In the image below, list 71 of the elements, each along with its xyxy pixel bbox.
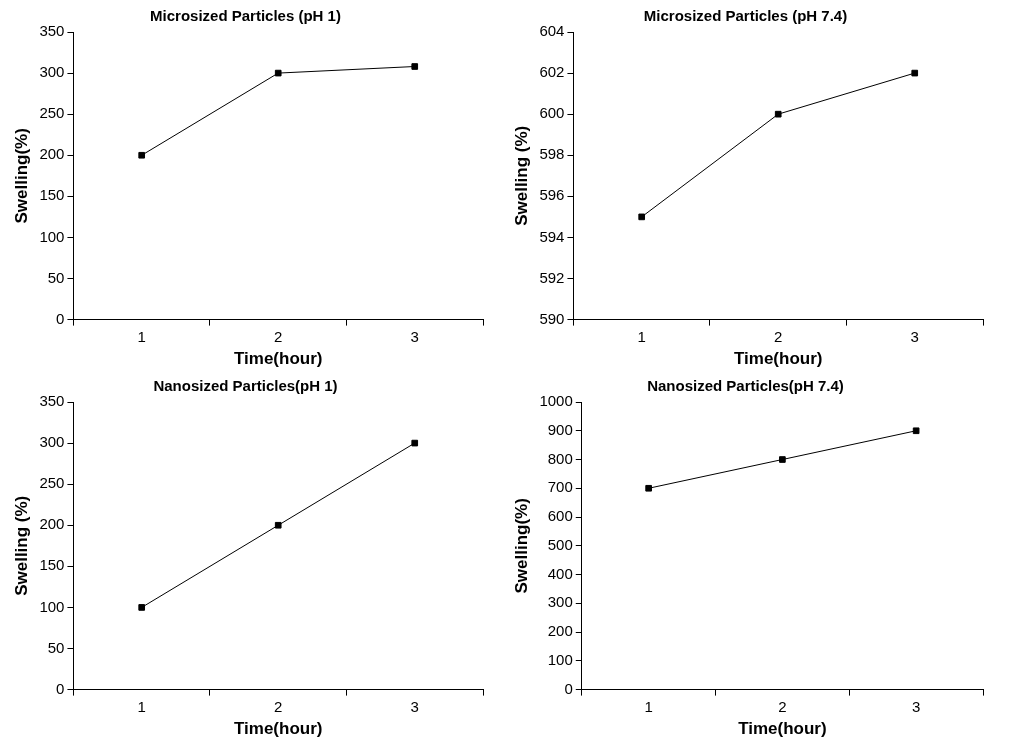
y-tick-label: 590 bbox=[539, 309, 565, 327]
y-tick-label: 300 bbox=[547, 593, 573, 611]
x-tick-label: 1 bbox=[644, 697, 653, 715]
point bbox=[274, 69, 282, 77]
y-tick-label: 800 bbox=[547, 449, 573, 467]
y-tick-label: 250 bbox=[39, 104, 65, 122]
y-axis-title: Swelling (%) bbox=[511, 125, 531, 226]
y-tick-label: 150 bbox=[39, 556, 65, 574]
y-tick-label: 200 bbox=[547, 622, 573, 640]
y-axis-title: Swelling (%) bbox=[11, 495, 31, 596]
y-tick-label: 0 bbox=[56, 309, 65, 327]
x-axis-title: Time(hour) bbox=[738, 719, 827, 739]
chart-title: Microsized Particles (pH 7.4) bbox=[643, 7, 848, 25]
y-tick-label: 1000 bbox=[539, 392, 573, 410]
x-axis-title: Time(hour) bbox=[233, 719, 323, 739]
y-tick-label: 604 bbox=[539, 22, 565, 40]
point bbox=[645, 484, 652, 492]
x-tick-label: 2 bbox=[774, 327, 783, 345]
x-tick-label: 2 bbox=[778, 697, 787, 715]
x-tick-label: 3 bbox=[410, 327, 419, 345]
y-tick-label: 900 bbox=[547, 420, 573, 438]
x-tick-label: 2 bbox=[274, 697, 283, 715]
y-tick-label: 300 bbox=[39, 433, 65, 451]
point bbox=[411, 439, 419, 447]
y-tick-label: 300 bbox=[39, 63, 65, 81]
y-tick-label: 600 bbox=[547, 507, 573, 525]
y-tick-label: 100 bbox=[39, 597, 65, 615]
x-tick-label: 3 bbox=[911, 697, 921, 715]
y-tick-label: 598 bbox=[539, 145, 565, 163]
y-tick-label: 50 bbox=[47, 638, 65, 656]
point bbox=[411, 63, 419, 70]
x-tick-label: 1 bbox=[137, 697, 146, 715]
y-axis-title: Swelling(%) bbox=[511, 498, 531, 594]
point bbox=[912, 427, 920, 435]
y-tick-label: 592 bbox=[539, 268, 565, 286]
chart-title: Nanosized Particles(pH 7.4) bbox=[647, 377, 844, 395]
point bbox=[774, 110, 782, 118]
y-axis-title: Swelling(%) bbox=[11, 128, 31, 224]
x-tick-label: 1 bbox=[637, 327, 646, 345]
y-tick-label: 250 bbox=[39, 474, 65, 492]
y-tick-label: 50 bbox=[47, 268, 65, 286]
point bbox=[638, 213, 646, 221]
point bbox=[138, 151, 146, 159]
y-tick-label: 500 bbox=[547, 535, 573, 553]
chart-title: Nanosized Particles(pH 1) bbox=[153, 377, 338, 395]
x-axis-title: Time(hour) bbox=[233, 349, 323, 369]
y-tick-label: 150 bbox=[39, 186, 65, 204]
y-tick-label: 700 bbox=[547, 478, 573, 496]
y-tick-label: 602 bbox=[539, 63, 565, 81]
chart-title: Microsized Particles (pH 1) bbox=[150, 7, 341, 25]
x-tick-label: 1 bbox=[137, 327, 146, 345]
y-tick-label: 400 bbox=[547, 564, 573, 582]
y-tick-label: 0 bbox=[56, 679, 65, 697]
y-tick-label: 200 bbox=[39, 145, 65, 163]
y-tick-label: 594 bbox=[539, 227, 565, 245]
point bbox=[274, 521, 282, 529]
x-axis-title: Time(hour) bbox=[733, 349, 823, 369]
y-tick-label: 100 bbox=[547, 650, 573, 668]
x-tick-label: 3 bbox=[410, 697, 419, 715]
y-tick-label: 200 bbox=[39, 515, 65, 533]
point bbox=[911, 69, 919, 77]
x-tick-label: 2 bbox=[274, 327, 283, 345]
y-tick-label: 600 bbox=[539, 104, 565, 122]
x-tick-label: 3 bbox=[910, 327, 919, 345]
y-tick-label: 350 bbox=[39, 22, 65, 40]
y-tick-label: 596 bbox=[539, 186, 565, 204]
point bbox=[779, 456, 786, 463]
y-tick-label: 0 bbox=[564, 679, 573, 697]
y-tick-label: 100 bbox=[39, 227, 65, 245]
point bbox=[138, 604, 146, 611]
y-tick-label: 350 bbox=[39, 392, 65, 410]
